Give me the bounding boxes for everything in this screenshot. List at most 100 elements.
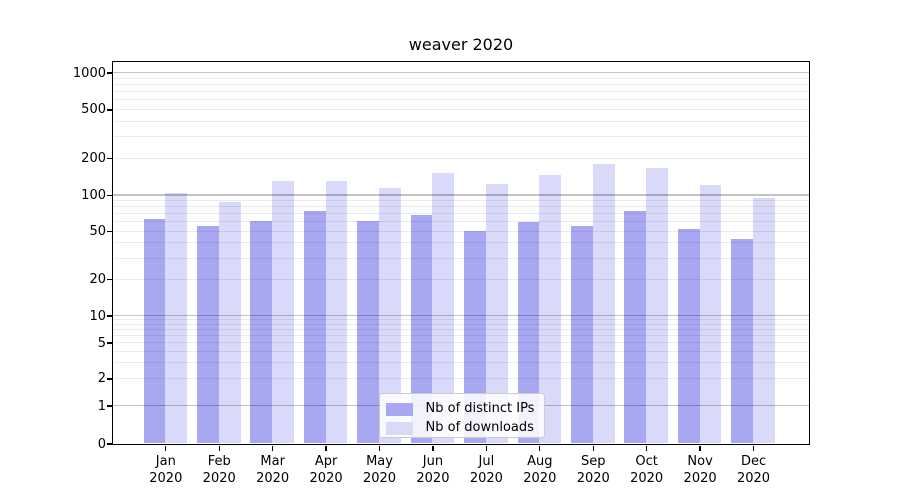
major-gridline-1000 — [112, 71, 809, 74]
bar-distinct-ips-jun — [410, 215, 433, 444]
x-tick-label-sep: Sep 2020 — [563, 454, 623, 487]
bar-downloads-oct — [646, 168, 668, 444]
y-tick-1 — [106, 405, 112, 407]
x-tick-year: 2020 — [469, 470, 503, 486]
x-tick-dec — [752, 445, 755, 451]
minor-gridline-9 — [112, 319, 809, 321]
x-tick-year: 2020 — [256, 470, 290, 486]
y-tick-1000 — [106, 72, 112, 74]
bar-distinct-ips-may — [357, 220, 380, 444]
y-tick-2 — [106, 378, 112, 380]
y-tick-label-2: 2 — [97, 371, 106, 387]
minor-gridline-200 — [112, 157, 809, 159]
x-tick-year: 2020 — [149, 470, 183, 486]
x-tick-nov — [699, 445, 701, 451]
x-tick-may — [378, 445, 381, 451]
x-tick-month: Dec — [740, 454, 767, 469]
x-tick-month: Nov — [687, 454, 713, 469]
y-tick-500 — [106, 109, 112, 111]
x-tick-year: 2020 — [202, 470, 236, 486]
minor-gridline-6 — [112, 334, 809, 336]
x-tick-oct — [646, 445, 648, 451]
x-tick-year: 2020 — [523, 470, 557, 486]
minor-gridline-800 — [112, 83, 809, 85]
x-tick-month: Mar — [260, 454, 285, 469]
bar-distinct-ips-sep — [570, 226, 593, 444]
x-tick-label-mar: Mar 2020 — [243, 454, 303, 487]
minor-gridline-7 — [112, 328, 809, 330]
minor-gridline-2 — [112, 377, 809, 379]
major-gridline-100 — [112, 194, 809, 196]
bar-downloads-feb — [218, 202, 241, 444]
minor-gridline-8 — [112, 323, 809, 325]
minor-gridline-5 — [112, 342, 809, 344]
y-tick-label-5: 5 — [97, 335, 106, 351]
y-tick-label-200: 200 — [81, 151, 106, 167]
x-tick-year: 2020 — [576, 470, 610, 486]
x-tick-label-dec: Dec 2020 — [724, 454, 784, 487]
y-tick-label-50: 50 — [89, 224, 106, 240]
x-tick-month: Feb — [207, 454, 231, 469]
bar-downloads-apr — [325, 180, 348, 444]
x-tick-month: Aug — [527, 454, 553, 469]
minor-gridline-50 — [112, 230, 809, 232]
bar-downloads-may — [379, 187, 401, 444]
y-tick-100 — [106, 194, 112, 197]
minor-gridline-300 — [112, 136, 809, 138]
y-tick-label-1: 1 — [97, 398, 106, 414]
x-tick-month: May — [366, 454, 393, 469]
x-tick-aug — [539, 445, 541, 451]
bar-downloads-dec — [753, 197, 775, 444]
minor-gridline-20 — [112, 278, 809, 280]
x-tick-apr — [325, 445, 327, 451]
x-tick-month: Jan — [155, 454, 176, 469]
bar-distinct-ips-apr — [303, 210, 326, 444]
y-tick-5 — [106, 342, 112, 344]
x-tick-jul — [485, 445, 488, 451]
x-tick-jun — [432, 445, 434, 451]
y-tick-label-1000: 1000 — [72, 65, 106, 81]
bar-distinct-ips-jul — [464, 231, 486, 444]
x-tick-year: 2020 — [736, 470, 771, 486]
x-tick-year: 2020 — [683, 470, 717, 486]
x-tick-label-aug: Aug 2020 — [510, 454, 570, 487]
x-tick-month: Apr — [314, 454, 338, 469]
chart-title: weaver 2020 — [408, 35, 514, 54]
bar-downloads-aug — [539, 174, 562, 444]
minor-gridline-900 — [112, 77, 809, 79]
bar-distinct-ips-dec — [731, 239, 754, 444]
y-tick-10 — [106, 315, 112, 317]
minor-gridline-600 — [112, 99, 809, 101]
minor-gridline-80 — [112, 206, 809, 208]
legend-swatch-downloads — [385, 421, 413, 435]
minor-gridline-60 — [112, 221, 809, 223]
bar-downloads-jul — [485, 183, 508, 444]
bar-downloads-nov — [699, 185, 722, 444]
x-tick-feb — [218, 445, 220, 451]
bar-downloads-mar — [272, 181, 294, 444]
x-tick-mar — [272, 445, 274, 451]
bar-distinct-ips-oct — [624, 211, 647, 444]
minor-gridline-700 — [112, 90, 809, 92]
y-tick-label-10: 10 — [89, 308, 106, 324]
y-tick-50 — [106, 231, 112, 233]
minor-gridline-70 — [112, 213, 809, 215]
x-tick-label-jan: Jan 2020 — [136, 454, 196, 487]
x-tick-month: Sep — [580, 454, 606, 469]
bar-distinct-ips-nov — [677, 229, 700, 444]
x-tick-year: 2020 — [309, 470, 343, 486]
bar-downloads-jun — [432, 172, 455, 444]
x-tick-sep — [592, 445, 594, 451]
legend-swatch-distinct-ips — [385, 402, 413, 416]
minor-gridline-4 — [112, 350, 809, 352]
bar-downloads-sep — [592, 164, 615, 444]
x-tick-label-jul: Jul 2020 — [456, 454, 516, 487]
x-tick-month: Jul — [478, 454, 495, 469]
x-tick-label-apr: Apr 2020 — [296, 454, 356, 487]
y-tick-label-0: 0 — [97, 436, 106, 452]
minor-gridline-90 — [112, 200, 809, 201]
x-tick-month: Jun — [422, 454, 444, 469]
y-tick-0 — [106, 443, 112, 445]
minor-gridline-400 — [112, 120, 809, 122]
